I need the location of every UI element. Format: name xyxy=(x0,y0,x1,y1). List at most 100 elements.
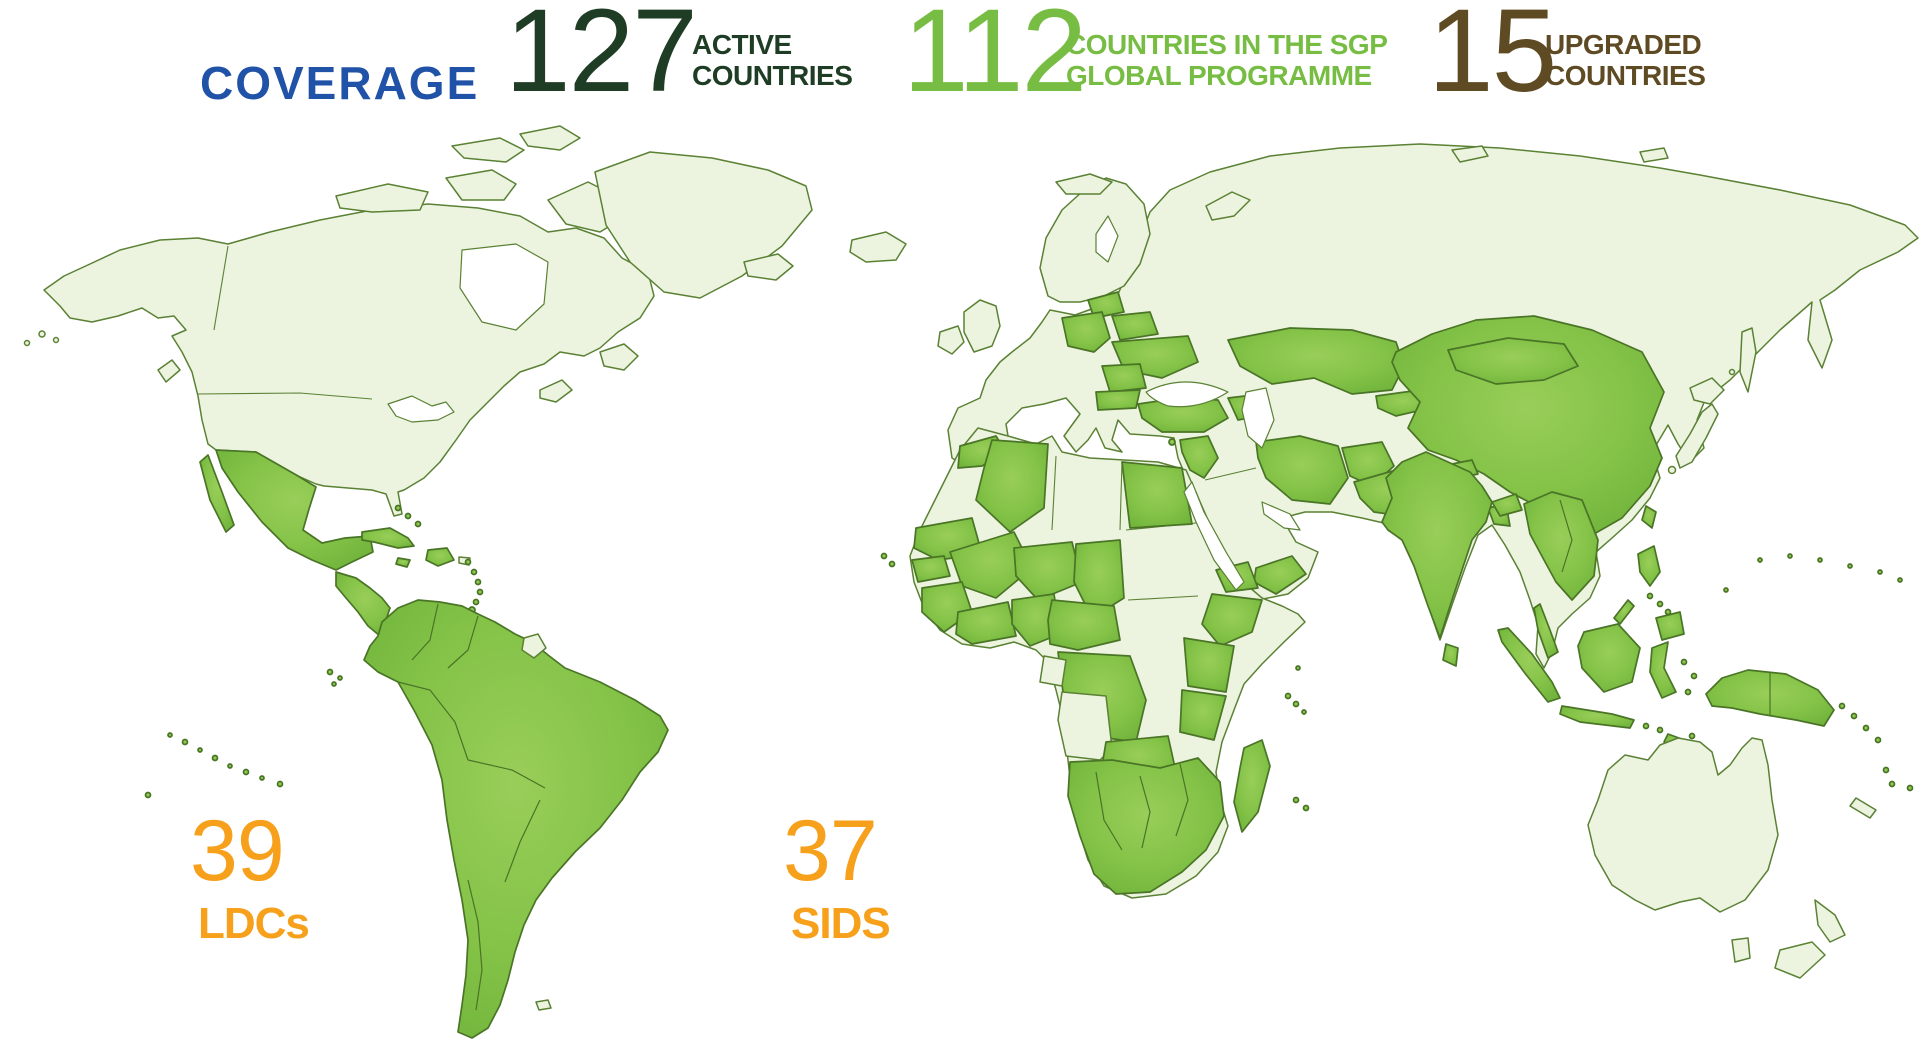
new-caledonia xyxy=(1849,797,1877,819)
indonesia xyxy=(1497,623,1698,753)
stat-active-countries-value: 127 xyxy=(505,0,698,117)
caspian-sea xyxy=(1241,387,1275,449)
region-americas xyxy=(23,125,813,1039)
baja-california xyxy=(199,454,235,533)
sids-value: 37 xyxy=(783,803,878,899)
hudson-bay xyxy=(459,243,549,331)
coverage-title: COVERAGE xyxy=(200,57,480,109)
great-lakes xyxy=(387,395,455,423)
niger xyxy=(1013,541,1083,601)
french-guiana xyxy=(521,633,547,659)
sumatra xyxy=(1497,627,1561,703)
jamaica xyxy=(395,557,411,568)
alaska-border xyxy=(213,245,229,331)
aleutian-islands xyxy=(23,330,60,347)
kenya-uganda xyxy=(1183,637,1235,693)
australia xyxy=(1587,737,1779,913)
red-sea xyxy=(1183,481,1245,591)
vancouver-island xyxy=(157,359,181,383)
mongolia xyxy=(1447,337,1579,385)
newfoundland xyxy=(599,343,639,371)
stat-label-line: COUNTRIES xyxy=(1545,59,1706,91)
sulawesi xyxy=(1649,641,1677,699)
cuba xyxy=(361,527,415,549)
ldcs-label: LDCs xyxy=(198,899,310,948)
nigeria xyxy=(1011,593,1061,647)
stat-active-countries-label: ACTIVE COUNTRIES xyxy=(692,29,853,92)
iceland-east xyxy=(849,231,907,263)
sids-label: SIDS xyxy=(791,899,891,948)
sri-lanka xyxy=(1442,643,1459,667)
stat-label-line: ACTIVE xyxy=(692,29,792,60)
stat-sgp-global-label: COUNTRIES IN THE SGP GLOBAL PROGRAMME xyxy=(1066,29,1388,92)
caribbean-islands xyxy=(361,504,484,614)
ireland xyxy=(937,325,965,355)
header: COVERAGE 127 ACTIVE COUNTRIES 112 COUNTR… xyxy=(0,0,1920,135)
romania-moldova xyxy=(1101,363,1147,393)
pacific-island-dots-east xyxy=(1723,553,1914,792)
mindanao xyxy=(1655,611,1685,641)
poland xyxy=(1061,311,1111,353)
java xyxy=(1559,705,1635,729)
southern-africa-borders xyxy=(1095,763,1189,851)
algeria xyxy=(975,439,1049,533)
egypt xyxy=(1121,461,1193,529)
pacific-island-dots-west xyxy=(144,668,343,799)
hispaniola xyxy=(425,547,455,567)
southern-africa xyxy=(1067,757,1225,895)
senegal xyxy=(911,555,951,583)
kazakhstan xyxy=(1227,327,1405,395)
tanzania xyxy=(1179,689,1227,741)
stat-upgraded-value: 15 xyxy=(1428,0,1557,117)
tasmania xyxy=(1731,937,1751,963)
belarus xyxy=(1111,311,1159,341)
stat-label-line: COUNTRIES xyxy=(692,59,853,91)
indochina xyxy=(1523,491,1599,601)
india xyxy=(1381,451,1493,639)
north-america xyxy=(43,203,655,517)
gulf-of-guinea-coast xyxy=(955,601,1017,645)
new-zealand xyxy=(1774,899,1846,979)
stat-upgraded-label: UPGRADED COUNTRIES xyxy=(1545,29,1706,92)
cyprus xyxy=(1168,438,1176,446)
persian-gulf xyxy=(1261,501,1301,531)
great-britain xyxy=(963,299,1001,353)
south-america-borders xyxy=(397,603,546,1011)
stat-label-line: GLOBAL PROGRAMME xyxy=(1066,59,1372,91)
sids-callout: 37 SIDS xyxy=(783,803,891,948)
iran xyxy=(1255,435,1349,505)
africa-island-dots xyxy=(880,552,1310,812)
mali xyxy=(949,531,1033,599)
ldcs-value: 39 xyxy=(190,803,285,899)
northeast-india xyxy=(1491,493,1523,517)
stat-sgp-global-value: 112 xyxy=(903,0,1087,117)
levant xyxy=(1179,435,1219,479)
japan xyxy=(1667,354,1748,475)
sakhalin xyxy=(1739,327,1757,393)
malay-peninsula xyxy=(1533,603,1559,659)
stat-label-line: COUNTRIES IN THE SGP xyxy=(1066,29,1388,60)
us-canada-border xyxy=(197,392,373,400)
balkans xyxy=(1095,389,1141,411)
borneo xyxy=(1577,623,1641,693)
baltic-states xyxy=(1087,291,1125,319)
gulf-of-bothnia xyxy=(1095,215,1119,263)
philippines xyxy=(1613,545,1685,641)
ldcs-callout: 39 LDCs xyxy=(190,803,310,948)
gabon xyxy=(1039,655,1067,687)
taiwan xyxy=(1641,505,1657,529)
iceland-west xyxy=(743,253,794,281)
falkland-islands xyxy=(535,999,552,1011)
luzon xyxy=(1637,545,1661,587)
mexico xyxy=(215,449,374,571)
black-sea xyxy=(1145,381,1229,408)
cameroon-car xyxy=(1047,599,1121,651)
indochina-border xyxy=(1559,499,1573,573)
south-america xyxy=(363,599,669,1039)
nova-scotia xyxy=(539,379,573,403)
ethiopia xyxy=(1201,593,1263,647)
region-emea-asia-oceania xyxy=(849,143,1919,979)
madagascar xyxy=(1233,739,1271,833)
